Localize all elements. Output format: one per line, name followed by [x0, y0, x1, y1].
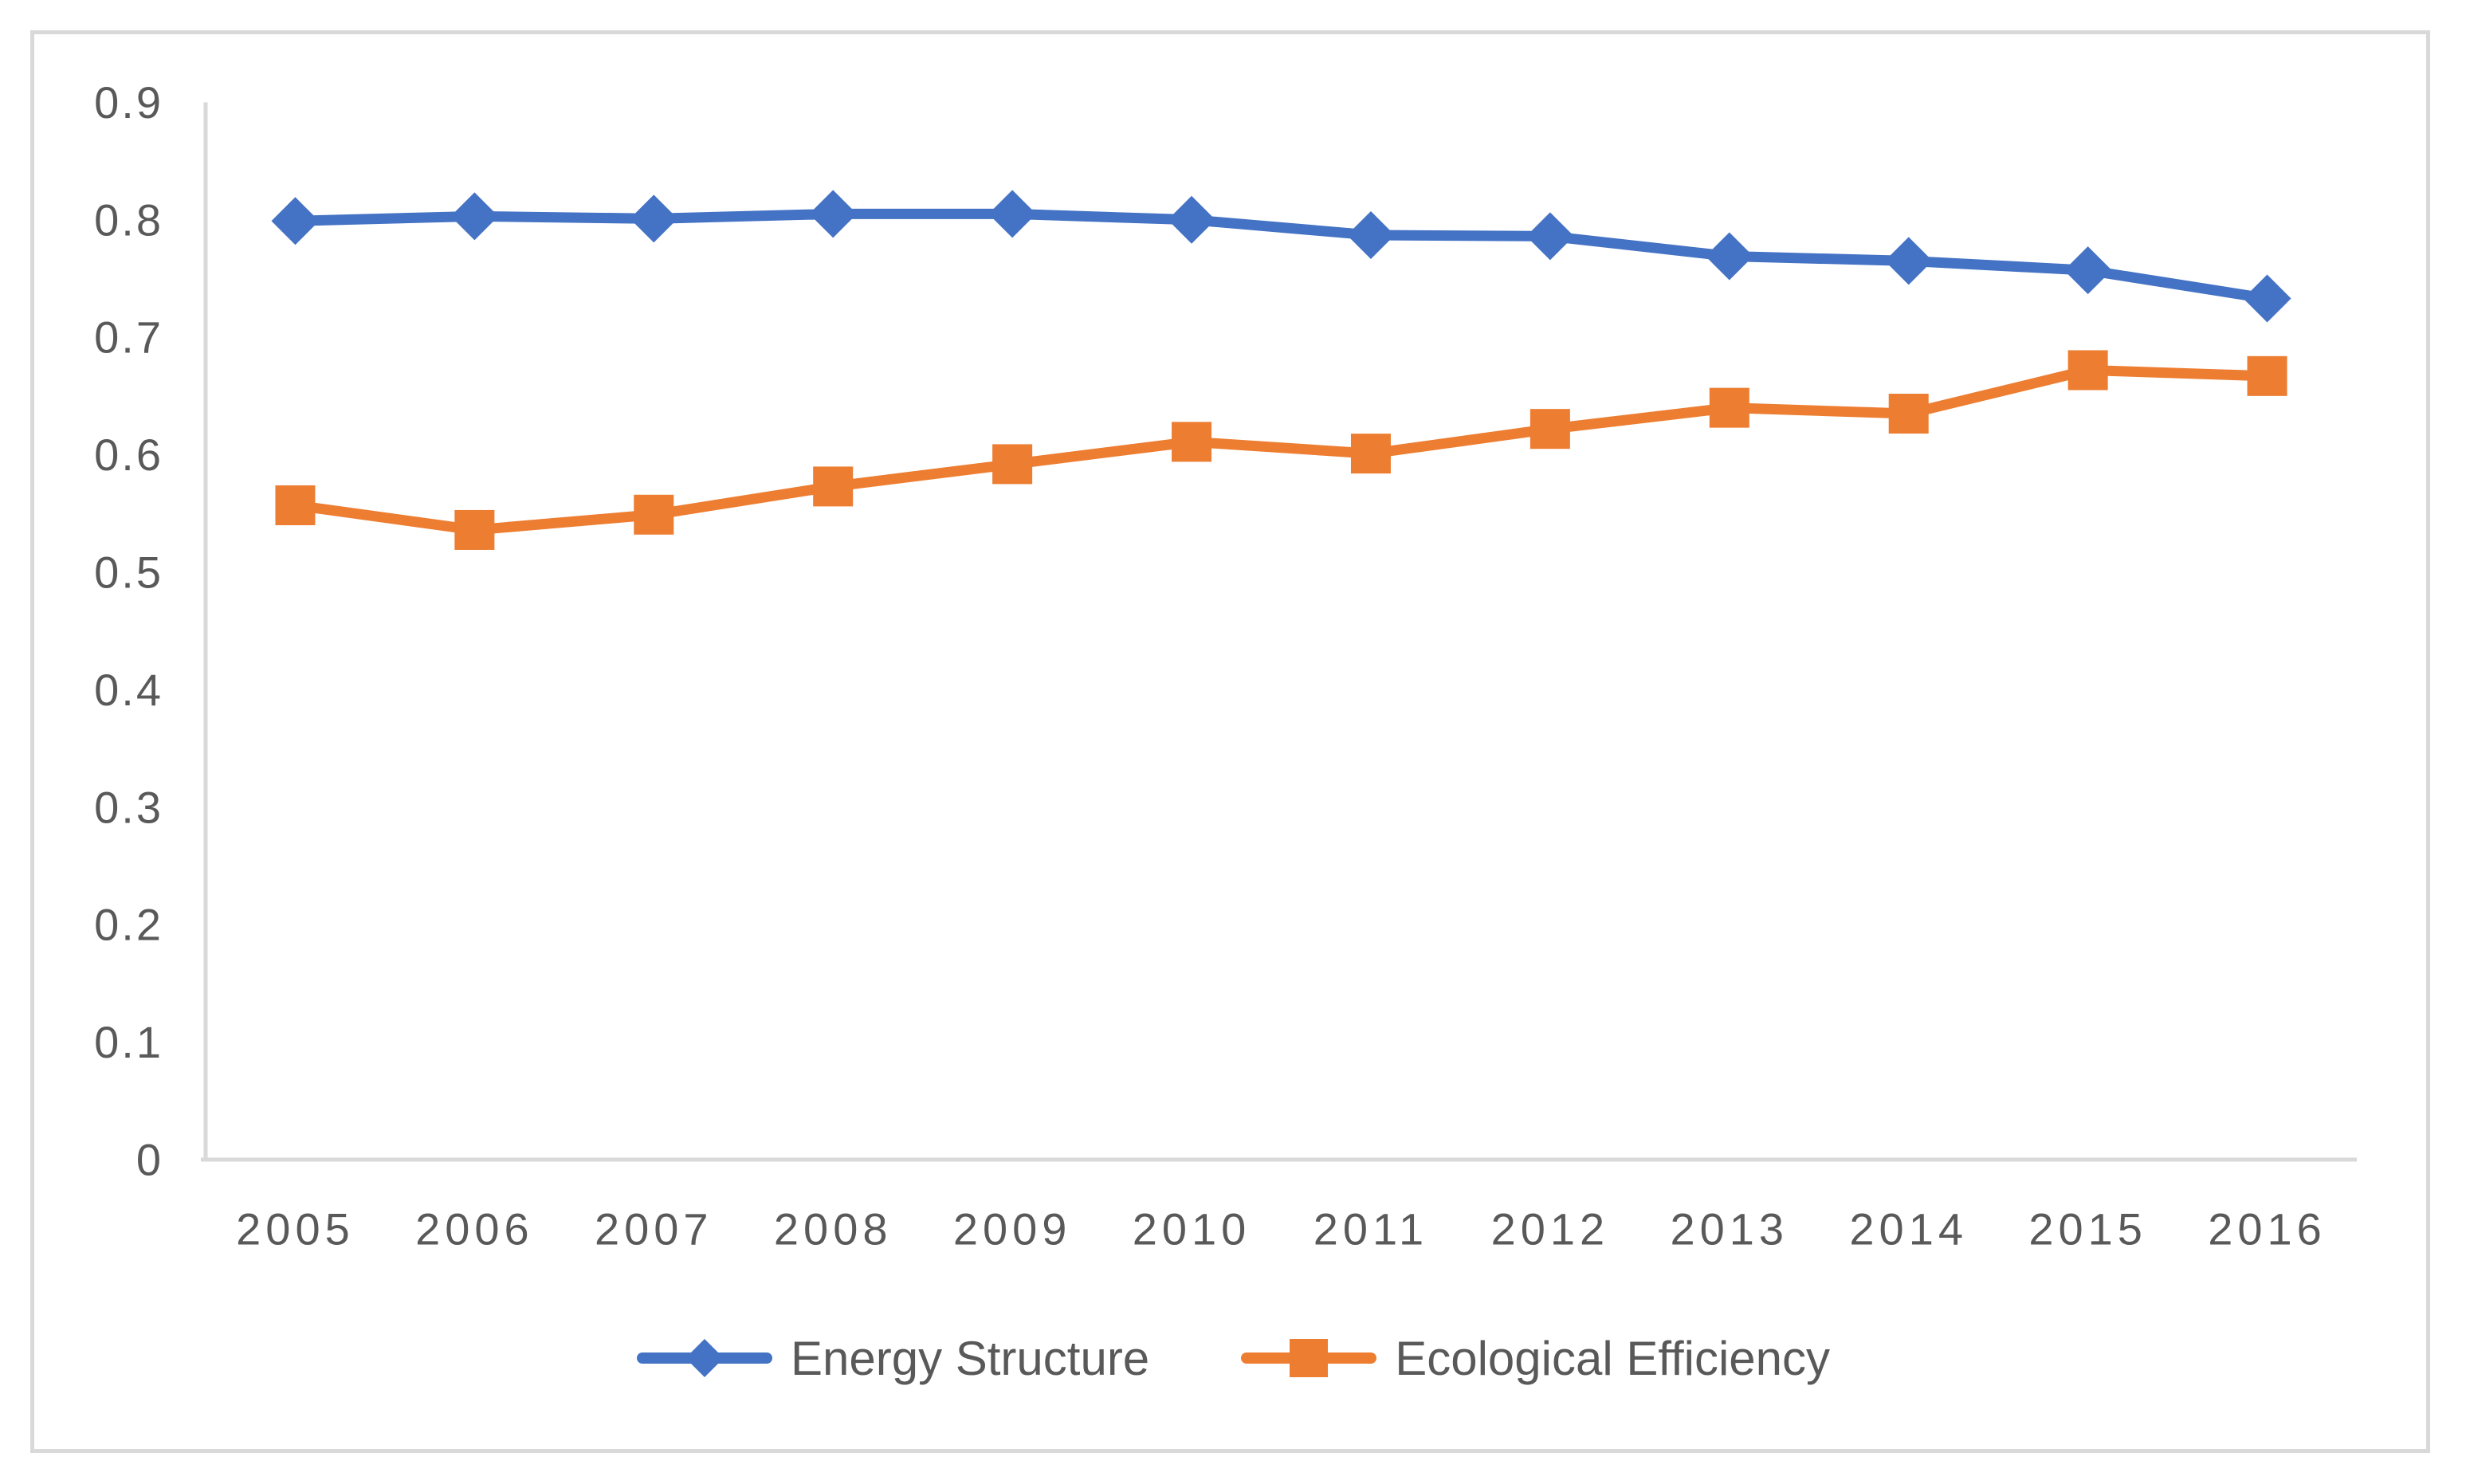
- x-tick-label: 2007: [595, 1204, 713, 1254]
- legend-marker-graphic: [1241, 1339, 1377, 1377]
- legend-item-energy-structure: Energy Structure: [636, 1329, 1149, 1387]
- x-tick-label: 2009: [953, 1204, 1072, 1254]
- data-point-ecological-efficiency: [275, 485, 316, 525]
- x-tick-label: 2005: [236, 1204, 355, 1254]
- x-tick-label: 2015: [2028, 1204, 2147, 1254]
- data-point-energy-structure: [630, 194, 678, 243]
- x-tick-label: 2012: [1491, 1204, 1610, 1254]
- y-tick-label: 0.6: [94, 430, 163, 480]
- legend-marker-diamond-icon: [636, 1329, 773, 1387]
- data-point-ecological-efficiency: [1709, 387, 1749, 428]
- y-tick-label: 0.1: [94, 1017, 163, 1067]
- data-point-energy-structure: [988, 190, 1037, 238]
- data-point-energy-structure: [1705, 232, 1753, 281]
- legend-label-ecological-efficiency: Ecological Efficiency: [1395, 1331, 1831, 1385]
- legend-marker-graphic: [636, 1339, 772, 1377]
- data-point-energy-structure: [1526, 212, 1574, 261]
- data-point-ecological-efficiency: [1172, 422, 1212, 462]
- data-point-ecological-efficiency: [1888, 394, 1929, 434]
- data-point-ecological-efficiency: [813, 466, 854, 507]
- x-tick-label: 2014: [1849, 1204, 1968, 1254]
- legend-label-energy-structure: Energy Structure: [790, 1331, 1150, 1385]
- data-point-energy-structure: [2243, 274, 2291, 323]
- series-line-energy-structure: [289, 208, 2273, 304]
- data-point-ecological-efficiency: [2247, 355, 2287, 396]
- data-point-ecological-efficiency: [634, 494, 674, 535]
- y-tick-label: 0.2: [94, 900, 163, 950]
- x-tick-label: 2013: [1671, 1204, 1789, 1254]
- data-point-ecological-efficiency: [1529, 409, 1570, 450]
- chart-legend: Energy Structure Ecological Efficiency: [0, 1329, 2466, 1387]
- data-point-energy-structure: [1168, 195, 1216, 244]
- legend-marker-square-icon: [1240, 1329, 1377, 1387]
- y-tick-label: 0.9: [94, 77, 163, 128]
- x-tick-label: 2016: [2208, 1204, 2327, 1254]
- x-tick-label: 2011: [1313, 1204, 1428, 1254]
- series-line-ecological-efficiency: [289, 364, 2273, 536]
- data-point-ecological-efficiency: [2067, 350, 2108, 391]
- y-tick-label: 0.7: [94, 312, 163, 363]
- data-point-energy-structure: [450, 192, 499, 241]
- x-tick-label: 2010: [1133, 1204, 1251, 1254]
- data-point-ecological-efficiency: [1350, 434, 1391, 474]
- data-point-ecological-efficiency: [454, 509, 495, 550]
- data-point-ecological-efficiency: [992, 444, 1033, 485]
- y-tick-label: 0.5: [94, 548, 163, 598]
- y-tick-label: 0.4: [94, 665, 163, 715]
- y-tick-label: 0.3: [94, 782, 163, 832]
- x-tick-label: 2008: [774, 1204, 893, 1254]
- y-tick-label: 0: [136, 1135, 163, 1185]
- data-point-energy-structure: [809, 190, 858, 238]
- data-point-energy-structure: [1884, 237, 1933, 285]
- data-point-energy-structure: [2064, 246, 2112, 295]
- data-point-energy-structure: [271, 197, 320, 245]
- x-tick-label: 2006: [415, 1204, 534, 1254]
- legend-item-ecological-efficiency: Ecological Efficiency: [1240, 1329, 1830, 1387]
- figure-border: [30, 30, 2430, 1453]
- data-point-energy-structure: [1346, 210, 1395, 259]
- y-tick-label: 0.8: [94, 194, 163, 245]
